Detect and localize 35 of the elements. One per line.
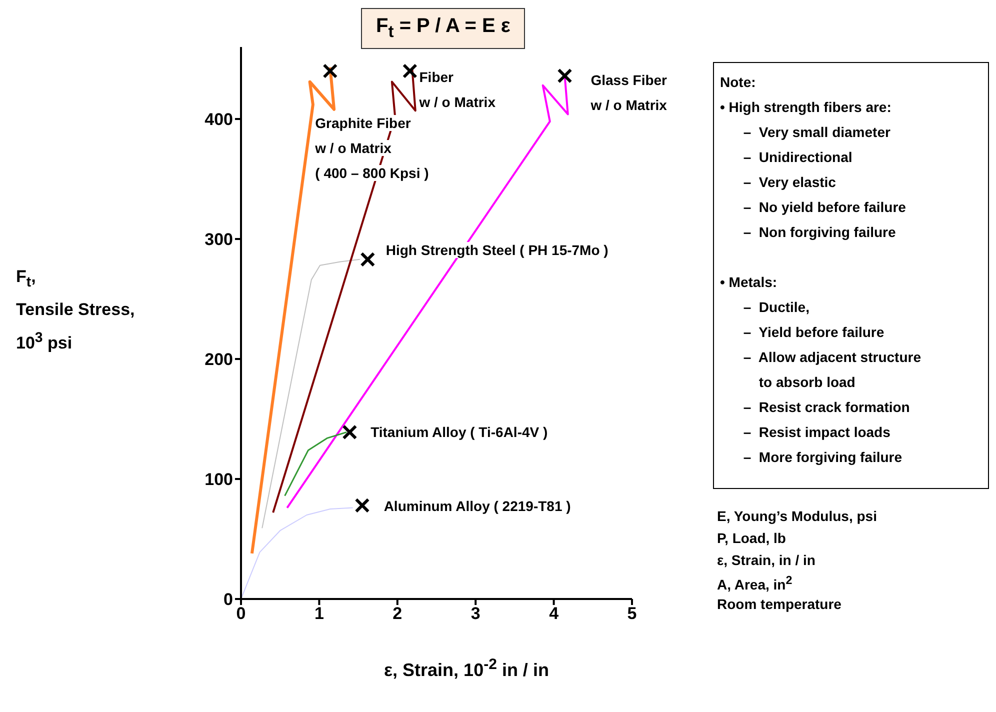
text: Note: • High strength fibers are: – Very small diameter – Unidirectional – Very elastic – No yield before failure – Non forgiving failure • Metals: – Ductile, – Yield before failure – Allow adjacent structure to absorb load – Resist crack formation – Resist impact loads – More forgiving failure <box>720 74 921 465</box>
point <box>342 424 358 440</box>
y-tick-label: 300 <box>204 230 233 250</box>
x-tick-label: 2 <box>392 604 402 624</box>
series-label: Glass Fiber w / o Matrix <box>590 72 668 113</box>
y-tick-label: 200 <box>204 350 233 370</box>
line-series <box>241 507 354 599</box>
series-label: Graphite Fiber w / o Matrix ( 400 – 800 Kpsi ) <box>314 115 430 182</box>
y-tick-label: 0 <box>224 590 233 610</box>
text: ε, Strain, in / in <box>717 552 816 568</box>
text: P, Load, lb <box>717 530 786 546</box>
chart-title: F$_{t}$ = P / A = E ε <box>361 8 526 49</box>
x-axis-title: ε, Strain, 10$^{-2}$ in / in <box>384 656 549 681</box>
series-label: Titanium Alloy ( Ti-6Al-4V ) <box>370 424 549 440</box>
point <box>322 64 338 78</box>
y-axis-title: F$_{t}$, Tensile Stress, 10$^{3}$ psi <box>16 266 135 356</box>
x-tick-label: 5 <box>627 604 637 624</box>
x-tick-label: 0 <box>236 604 246 624</box>
x-tick-label: 4 <box>549 604 560 624</box>
series-label: High Strength Steel ( PH 15-7Mo ) <box>384 242 610 258</box>
series-label: Fiber w / o Matrix <box>418 68 496 110</box>
text: A, Area, in$^{2}$ <box>717 574 792 593</box>
point <box>354 498 370 513</box>
line-series <box>284 431 348 497</box>
text: Room temperature <box>717 596 842 612</box>
point <box>402 64 418 78</box>
point <box>360 252 376 267</box>
x-tick-label: 3 <box>470 604 480 624</box>
point <box>557 68 572 84</box>
text: E, Young’s Modulus, psi <box>717 508 877 524</box>
y-tick-label: 100 <box>204 470 233 490</box>
y-tick-label: 400 <box>204 110 233 130</box>
x-tick-label: 1 <box>314 604 324 624</box>
line-series <box>262 258 360 529</box>
text: Aluminum Alloy ( 2219-T81 ) <box>382 498 572 514</box>
